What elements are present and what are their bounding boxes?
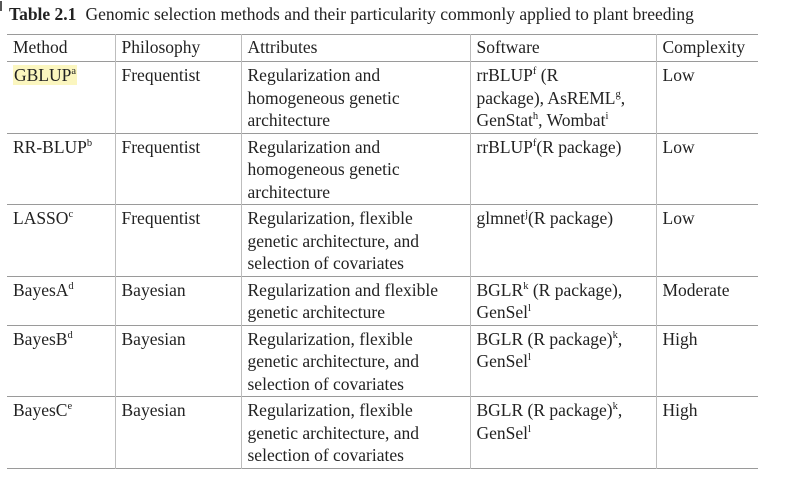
- header-row: Method Philosophy Attributes Software Co…: [7, 34, 758, 62]
- column-header-method: Method: [13, 37, 68, 57]
- software-cell: BGLRk (R package), GenSell: [469, 276, 656, 325]
- attributes-cell: Regularization and flexible genetic archi…: [240, 276, 470, 325]
- attributes-cell: Regularization, flexible genetic architec…: [240, 325, 470, 397]
- software-cell: glmnetj(R package): [469, 204, 656, 276]
- philosophy-cell: Frequentist: [114, 61, 241, 133]
- method-cell: BayesCe: [7, 397, 115, 469]
- method-cell: GBLUPa: [7, 62, 115, 134]
- column-header-attributes: Attributes: [240, 34, 470, 62]
- page-edge-mark: [0, 1, 2, 11]
- footnote-marker: b: [86, 137, 93, 149]
- footnote-marker: f: [532, 66, 537, 77]
- method-name: LASSOc: [13, 208, 74, 228]
- method-cell: BayesAd: [7, 276, 115, 325]
- method-name: BayesBd: [13, 328, 73, 349]
- table-caption-text: Genomic selection methods and their part…: [85, 4, 694, 24]
- method-cell: LASSOc: [7, 205, 115, 277]
- attributes-cell: Regularization, flexible genetic architec…: [240, 396, 470, 468]
- table-row: RR-BLUPb Frequentist Regularization and hom…: [7, 133, 758, 205]
- footnote-marker: k: [523, 280, 529, 292]
- table-row: GBLUPa Frequentist Regularization and homog…: [7, 61, 758, 134]
- method-name: BayesAd: [13, 279, 74, 300]
- philosophy-cell: Bayesian: [114, 396, 241, 468]
- column-header-software: Software: [469, 34, 656, 62]
- genomic-selection-table: Method Philosophy Attributes Software Co…: [7, 34, 758, 469]
- philosophy-cell: Frequentist: [114, 204, 241, 276]
- complexity-cell: Low: [655, 61, 758, 133]
- complexity-cell: Low: [655, 133, 758, 205]
- method-cell: RR-BLUPb: [7, 133, 115, 205]
- complexity-cell: Moderate: [655, 276, 758, 325]
- attributes-cell: Regularization and homogeneous genetic arc…: [240, 61, 470, 133]
- philosophy-cell: Bayesian: [114, 325, 241, 397]
- table-row: BayesBd Bayesian Regularization, flexible g…: [7, 325, 758, 397]
- complexity-cell: High: [655, 325, 758, 397]
- footnote-marker: h: [532, 111, 539, 122]
- footnote-marker: k: [612, 329, 618, 341]
- software-cell: BGLR (R package)k, GenSell: [469, 396, 656, 468]
- table-caption-label: Table 2.1: [9, 4, 77, 24]
- software-cell: rrBLUPf (R package), AsREMLg, GenStath, Wo…: [469, 61, 656, 133]
- footnote-marker: l: [528, 423, 531, 435]
- footnote-marker: k: [612, 401, 618, 412]
- table-caption: Table 2.1 Genomic selection methods and t…: [9, 3, 694, 25]
- footnote-marker: e: [67, 401, 73, 412]
- attributes-cell: Regularization and homogeneous genetic arc…: [240, 133, 470, 205]
- method-name: GBLUPa: [13, 65, 78, 85]
- complexity-cell: Low: [655, 204, 758, 276]
- table-row: BayesAd Bayesian Regularization and flexib…: [7, 276, 758, 325]
- footnote-marker: g: [615, 88, 621, 100]
- table-header: Method Philosophy Attributes Software Co…: [7, 34, 758, 62]
- philosophy-cell: Frequentist: [114, 133, 241, 205]
- method-name: RR-BLUPb: [13, 136, 93, 157]
- software-cell: rrBLUPf(R package): [469, 133, 656, 205]
- attributes-cell: Regularization, flexible genetic architec…: [240, 204, 470, 276]
- method-name: BayesCe: [13, 400, 73, 420]
- table-row: BayesCe Bayesian Regularization, flexible g…: [7, 396, 758, 469]
- philosophy-cell: Bayesian: [114, 276, 241, 325]
- complexity-cell: High: [655, 396, 758, 468]
- footnote-marker: l: [528, 303, 531, 314]
- software-cell: BGLR (R package)k, GenSell: [469, 325, 656, 397]
- footnote-marker: j: [525, 209, 529, 220]
- method-cell: BayesBd: [7, 325, 115, 397]
- footnote-marker: d: [67, 329, 73, 341]
- table-body: GBLUPa Frequentist Regularization and homog…: [7, 61, 758, 469]
- footnote-marker: i: [605, 111, 609, 122]
- table-row: LASSOc Frequentist Regularization, flexibl…: [7, 204, 758, 277]
- footnote-marker: d: [68, 280, 74, 292]
- column-header-complexity: Complexity: [655, 34, 758, 62]
- footnote-marker: c: [68, 209, 74, 220]
- footnote-marker: l: [528, 352, 531, 363]
- footnote-marker: a: [71, 66, 77, 77]
- footnote-marker: f: [532, 137, 537, 149]
- column-header-philosophy: Philosophy: [114, 34, 241, 62]
